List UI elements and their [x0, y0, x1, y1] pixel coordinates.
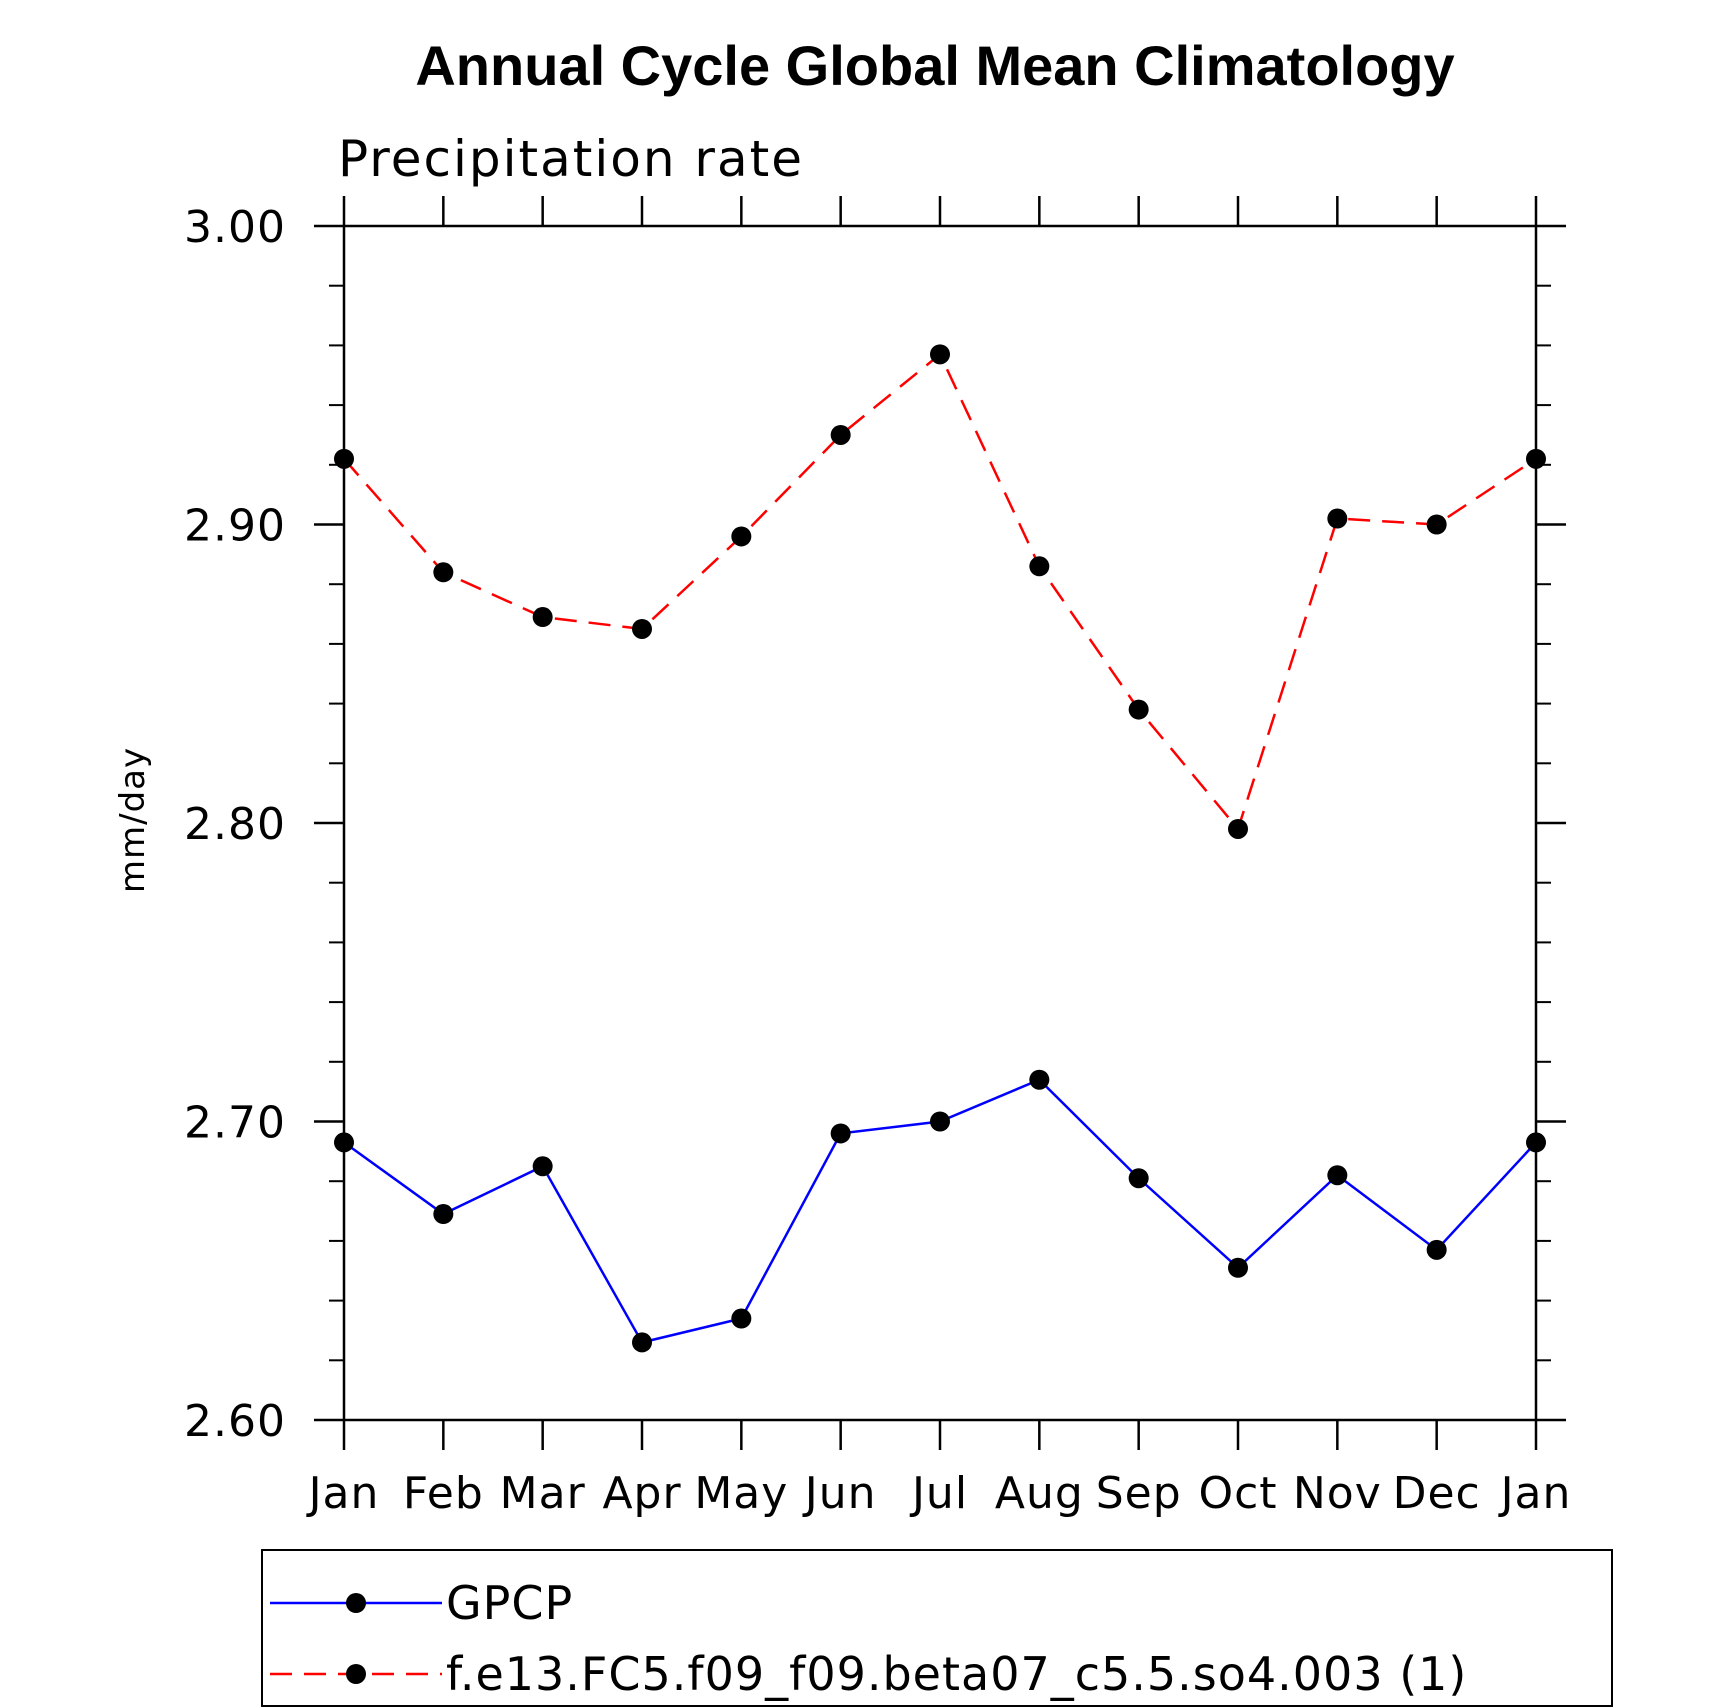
legend-marker-2: [346, 1664, 366, 1684]
series-1-point: [632, 1332, 652, 1353]
series-1-point: [334, 1132, 354, 1153]
series-1-point: [1228, 1257, 1248, 1278]
series-1-point: [830, 1123, 851, 1144]
series-1-point: [433, 1204, 454, 1225]
x-tick-label: May: [694, 1468, 788, 1519]
y-tick-label: 2.80: [184, 799, 286, 850]
series-1-point: [1029, 1069, 1050, 1090]
x-tick-label: Oct: [1198, 1468, 1277, 1519]
x-tick-label: Dec: [1393, 1468, 1481, 1519]
series-1-point: [1128, 1168, 1149, 1189]
series-line-2: [343, 352, 1537, 832]
legend-items: GPCP f.e13.FC5.f09_f09.beta07_c5.5.so4.00…: [270, 1576, 1467, 1701]
x-tick-label: Sep: [1096, 1468, 1182, 1519]
series-2-point: [433, 562, 454, 583]
x-tick-label: Jul: [909, 1468, 968, 1519]
y-tick-label: 2.60: [184, 1396, 286, 1447]
x-tick-label: Jun: [802, 1468, 877, 1519]
legend: GPCP f.e13.FC5.f09_f09.beta07_c5.5.so4.00…: [261, 1549, 1613, 1707]
y-axis-ticks: 2.60 2.70 2.80 2.90 3.00: [184, 202, 1566, 1447]
series-2-point: [532, 607, 553, 628]
legend-label-1: GPCP: [446, 1576, 573, 1630]
x-tick-label: Jan: [306, 1468, 380, 1519]
x-tick-label: Jan: [1498, 1468, 1572, 1519]
series-2-point: [1128, 699, 1149, 720]
series-2-point: [632, 618, 652, 639]
series-1-point: [930, 1111, 950, 1132]
x-tick-label: Apr: [602, 1468, 681, 1519]
x-tick-label: Feb: [403, 1468, 484, 1519]
series-2-point: [930, 344, 950, 365]
series-2-point: [1526, 448, 1546, 469]
series-2-point: [1228, 818, 1248, 839]
series-2-point: [1426, 514, 1447, 535]
legend-marker-1: [346, 1593, 366, 1613]
series-1-point: [731, 1308, 752, 1329]
series-2-point: [1029, 556, 1050, 577]
y-tick-label: 2.90: [184, 501, 286, 552]
chart-subtitle: Precipitation rate: [338, 130, 804, 188]
axes-frame: [342, 224, 1538, 1422]
x-tick-label: Mar: [500, 1468, 586, 1519]
x-tick-label: Nov: [1293, 1468, 1382, 1519]
series-2-point: [334, 448, 354, 469]
plot-border: [342, 224, 1538, 1422]
legend-label-2: f.e13.FC5.f09_f09.beta07_c5.5.so4.003 (1…: [446, 1647, 1467, 1701]
series-1-point: [1327, 1165, 1348, 1186]
series-1-point: [1526, 1132, 1546, 1153]
y-tick-label: 3.00: [184, 202, 286, 253]
y-axis-label: mm/day: [113, 747, 153, 893]
y-tick-label: 2.70: [184, 1098, 286, 1149]
series-2-point: [731, 526, 752, 547]
x-axis-ticks: Jan Feb Mar Apr May Jun Jul Aug Sep Oct Nov Dec Jan: [306, 196, 1572, 1519]
chart-title: Annual Cycle Global Mean Climatology: [415, 34, 1454, 97]
series-1-point: [532, 1156, 553, 1177]
x-tick-label: Aug: [995, 1468, 1084, 1519]
series-2-point: [830, 424, 851, 445]
series-layer: [334, 344, 1546, 1353]
series-2-point: [1327, 508, 1348, 529]
legend-box: [261, 1549, 1613, 1707]
series-1-point: [1426, 1239, 1447, 1260]
